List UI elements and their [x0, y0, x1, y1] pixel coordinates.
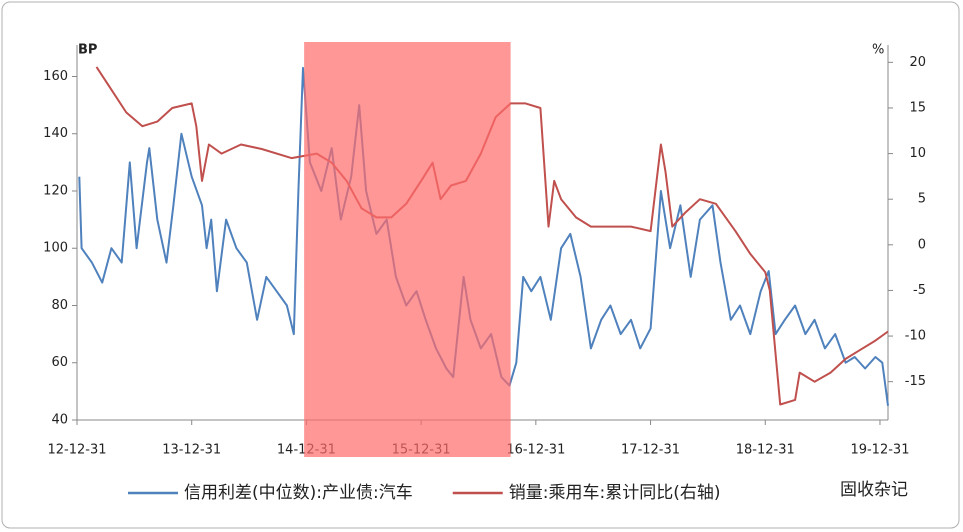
y-tick-label: 40	[51, 413, 68, 428]
y2-axis-label: %	[872, 43, 884, 58]
legend-label: 信用利差(中位数):产业债:汽车	[184, 483, 413, 503]
y2-tick-label: 5	[918, 192, 926, 207]
x-tick-label: 13-12-31	[162, 443, 221, 458]
y2-tick-label: 15	[909, 100, 926, 115]
y2-tick-label: -5	[913, 283, 926, 298]
y2-tick-label: 0	[918, 237, 926, 252]
y-tick-label: 100	[43, 241, 68, 256]
y-tick-label: 120	[43, 183, 68, 198]
y-tick-label: 80	[51, 298, 68, 313]
y-tick-label: 140	[43, 126, 68, 141]
series-line	[95, 66, 889, 406]
x-tick-label: 17-12-31	[621, 443, 680, 458]
watermark: 固收杂记	[840, 480, 908, 500]
y-tick-label: 160	[43, 69, 68, 84]
y2-tick-label: -10	[905, 329, 926, 344]
x-tick-label: 12-12-31	[47, 443, 106, 458]
highlight-band	[304, 42, 511, 457]
y-tick-label: 60	[51, 355, 68, 370]
x-tick-label: 19-12-31	[850, 443, 909, 458]
y2-tick-label: 10	[909, 146, 926, 161]
y-axis-label: BP	[78, 43, 97, 58]
y2-tick-label: -15	[905, 374, 926, 389]
legend-label: 销量:乘用车:累计同比(右轴)	[509, 483, 721, 503]
x-tick-label: 16-12-31	[506, 443, 565, 458]
y2-tick-label: 20	[909, 55, 926, 70]
x-tick-label: 18-12-31	[736, 443, 795, 458]
